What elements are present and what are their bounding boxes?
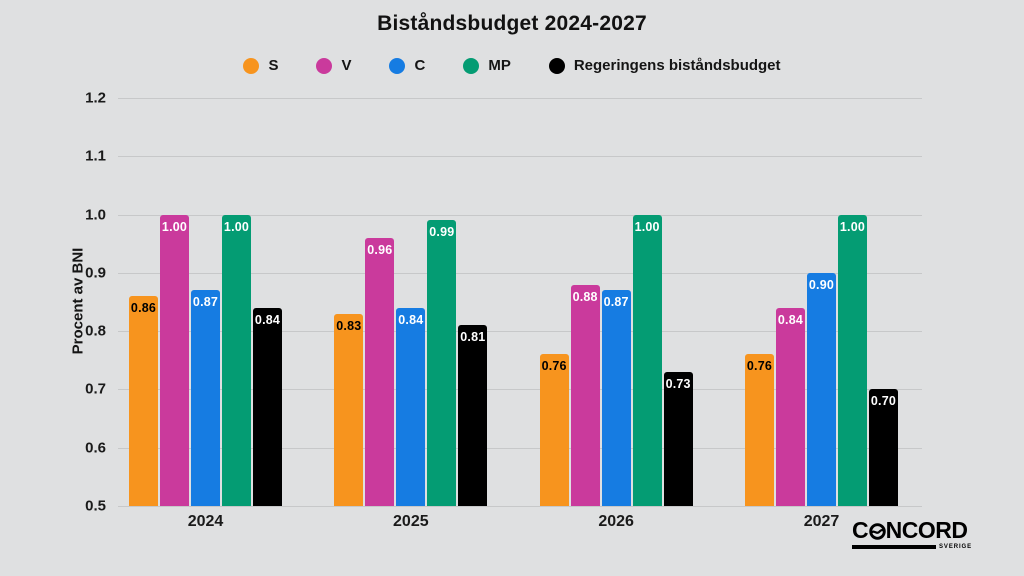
legend-item-mp: MP bbox=[463, 57, 511, 74]
x-tick-label-2024: 2024 bbox=[187, 513, 224, 530]
legend-label: MP bbox=[488, 57, 511, 74]
legend-dot-s bbox=[243, 57, 260, 74]
globe-icon bbox=[868, 522, 886, 540]
logo-brand: C NCORD bbox=[852, 519, 972, 542]
bar-value-label: 1.00 bbox=[634, 219, 660, 234]
gridline bbox=[118, 156, 922, 158]
legend-item-regeringens-bistandsbudget: Regeringens biståndsbudget bbox=[548, 57, 781, 74]
bar-value-label: 0.87 bbox=[192, 295, 219, 310]
bar-value-label: 0.84 bbox=[254, 312, 281, 327]
legend-dot-regeringens-bistandsbudget bbox=[548, 57, 565, 74]
y-tick-label: 1.1 bbox=[85, 147, 106, 165]
bar-value-label: 0.99 bbox=[429, 225, 455, 240]
bar-value-label: 0.84 bbox=[777, 312, 804, 327]
x-tick-label-2026: 2026 bbox=[598, 513, 634, 530]
bar-value-label: 0.90 bbox=[808, 277, 835, 292]
legend-label: Regeringens biståndsbudget bbox=[573, 57, 781, 74]
bar-value-label: 0.73 bbox=[665, 376, 691, 391]
bar-value-label: 1.00 bbox=[161, 219, 188, 234]
bar-value-label: 0.76 bbox=[746, 359, 773, 374]
legend-item-c: C bbox=[389, 57, 425, 74]
legend: S V C MP Regeringens biståndsbudget bbox=[0, 57, 1024, 74]
bar-c-2025: 0.84 bbox=[396, 307, 426, 506]
logo-underline-row: SVERIGE bbox=[852, 544, 972, 550]
legend-label: C bbox=[414, 57, 426, 74]
concord-logo: C NCORD SVERIGE bbox=[852, 519, 972, 550]
bar-mp-2026: 1.00 bbox=[632, 214, 662, 506]
legend-dot-c bbox=[389, 57, 406, 74]
legend-label: V bbox=[341, 57, 352, 74]
logo-brand-rest: NCORD bbox=[885, 517, 968, 543]
bar-s-2027: 0.76 bbox=[744, 354, 774, 506]
bar-regeringens-bistandsbudget-2026: 0.73 bbox=[663, 371, 693, 506]
bar-value-label: 0.70 bbox=[870, 394, 897, 409]
bar-v-2025: 0.96 bbox=[365, 237, 395, 506]
logo-underline bbox=[852, 545, 937, 549]
bar-regeringens-bistandsbudget-2024: 0.84 bbox=[253, 307, 282, 506]
bar-group-2026: 0.76 0.88 0.87 1.00 0.73 bbox=[539, 98, 693, 506]
gridline bbox=[118, 331, 922, 333]
bar-c-2027: 0.90 bbox=[806, 272, 836, 506]
legend-item-v: V bbox=[316, 57, 351, 74]
bar-regeringens-bistandsbudget-2025: 0.81 bbox=[458, 325, 488, 506]
bar-group-2025: 0.83 0.96 0.84 0.99 0.81 bbox=[334, 98, 488, 506]
bar-v-2027: 0.84 bbox=[775, 307, 805, 506]
bar-mp-2027: 1.00 bbox=[837, 214, 867, 506]
y-tick-label: 0.8 bbox=[85, 322, 106, 340]
bar-regeringens-bistandsbudget-2027: 0.70 bbox=[868, 389, 898, 506]
y-tick-label: 0.9 bbox=[85, 264, 106, 282]
gridline bbox=[118, 506, 922, 507]
bar-value-label: 0.76 bbox=[541, 359, 567, 374]
bar-value-label: 0.84 bbox=[398, 312, 424, 327]
y-tick-label: 1.0 bbox=[85, 206, 106, 224]
chart-title: Biståndsbudget 2024-2027 bbox=[377, 12, 647, 35]
legend-dot-v bbox=[316, 57, 333, 74]
gridline bbox=[118, 447, 922, 449]
bar-value-label: 0.96 bbox=[367, 242, 393, 257]
legend-label: S bbox=[268, 57, 279, 74]
plot-area: 1.2 1.1 1.0 0.9 0.8 0.7 0.6 0.5 0.86 1.00 0.87 1.00… bbox=[85, 90, 922, 530]
bar-group-2024: 0.86 1.00 0.87 1.00 0.84 bbox=[129, 98, 282, 506]
logo-subtitle: SVERIGE bbox=[939, 544, 972, 550]
bar-group-2027: 0.76 0.84 0.90 1.00 0.70 bbox=[744, 98, 898, 506]
gridline bbox=[118, 389, 922, 391]
gridline bbox=[118, 214, 922, 216]
bar-mp-2024: 1.00 bbox=[222, 214, 251, 506]
bar-value-label: 1.00 bbox=[223, 219, 250, 234]
gridline bbox=[118, 98, 922, 99]
legend-dot-mp bbox=[463, 57, 480, 74]
bar-c-2024: 0.87 bbox=[191, 290, 220, 506]
bar-value-label: 0.86 bbox=[130, 301, 157, 316]
bar-value-label: 0.88 bbox=[572, 289, 598, 304]
legend-item-s: S bbox=[243, 57, 278, 74]
bar-value-label: 1.00 bbox=[839, 219, 866, 234]
bar-v-2024: 1.00 bbox=[160, 214, 189, 506]
bar-s-2025: 0.83 bbox=[334, 313, 364, 506]
bar-value-label: 0.81 bbox=[460, 330, 486, 345]
y-tick-label: 0.6 bbox=[85, 439, 106, 457]
bar-v-2026: 0.88 bbox=[570, 284, 600, 506]
bar-s-2024: 0.86 bbox=[129, 296, 158, 506]
bar-value-label: 0.83 bbox=[336, 318, 362, 333]
y-tick-label: 1.2 bbox=[85, 89, 106, 107]
x-tick-label-2027: 2027 bbox=[803, 513, 840, 530]
x-tick-label-2025: 2025 bbox=[393, 513, 429, 530]
logo-brand-first-letter: C bbox=[852, 517, 869, 543]
bar-mp-2025: 0.99 bbox=[427, 220, 457, 506]
bar-c-2026: 0.87 bbox=[601, 290, 631, 506]
bar-s-2026: 0.76 bbox=[539, 354, 569, 506]
y-tick-label: 0.5 bbox=[85, 497, 106, 515]
bar-value-label: 0.87 bbox=[603, 295, 629, 310]
y-tick-label: 0.7 bbox=[85, 380, 106, 398]
gridline bbox=[118, 272, 922, 274]
